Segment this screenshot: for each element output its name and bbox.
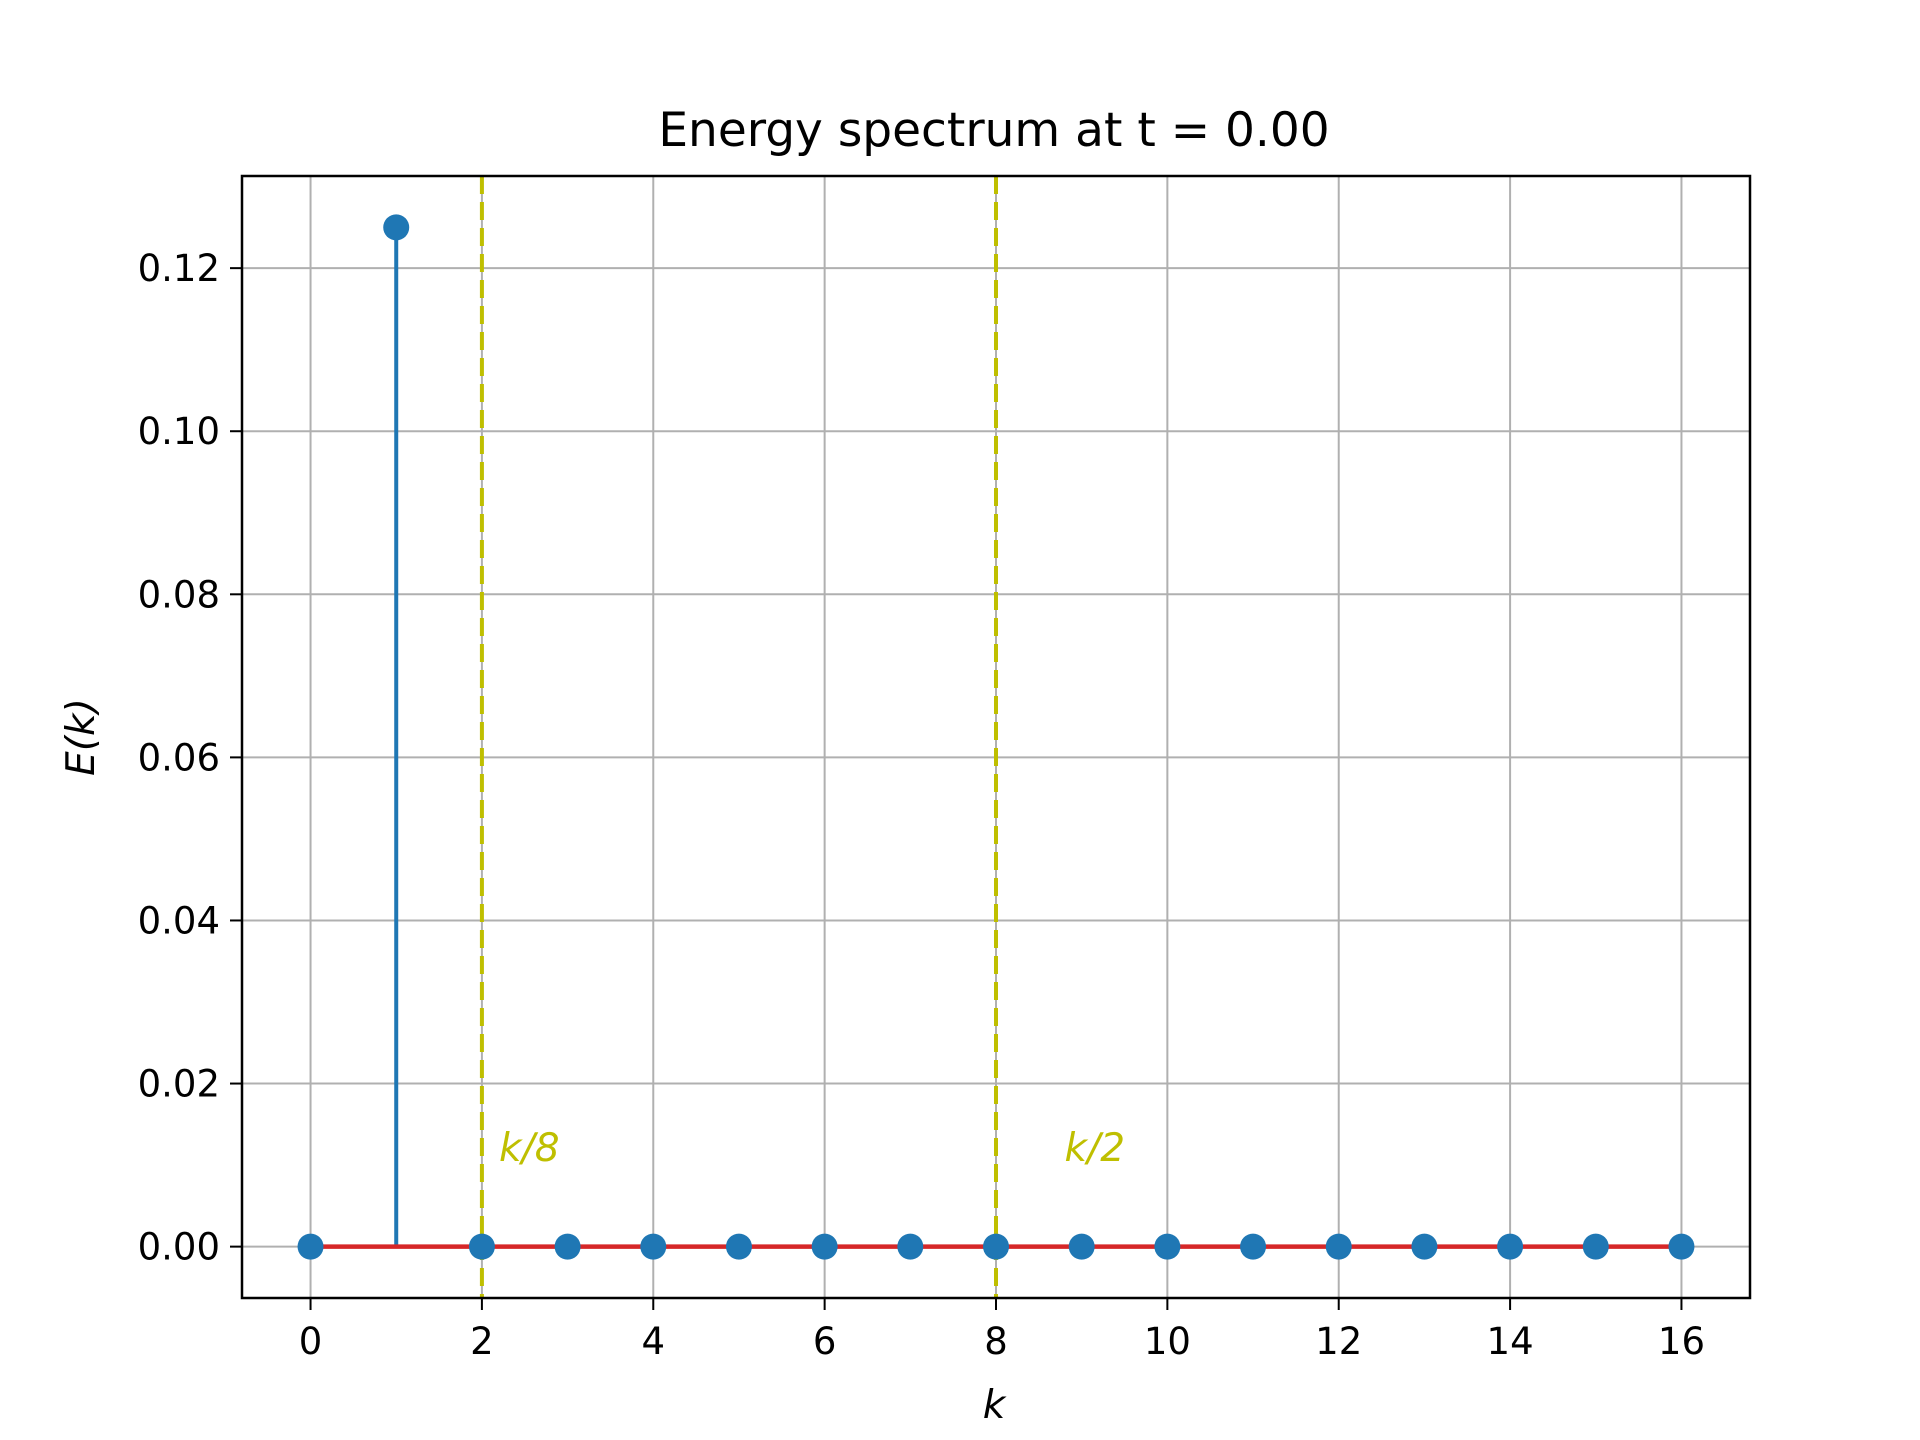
reference-line-label: k/2 <box>1065 1126 1126 1171</box>
data-point <box>1582 1233 1609 1260</box>
y-axis-label: E(k) <box>59 698 104 776</box>
y-tick-label: 0.06 <box>138 736 220 779</box>
data-point <box>1668 1233 1695 1260</box>
x-ticks: 0 2 4 6 8 10 12 14 16 <box>299 1298 1705 1363</box>
data-point <box>640 1233 667 1260</box>
x-tick-label: 2 <box>470 1320 494 1363</box>
x-axis-label: k <box>983 1383 1007 1428</box>
data-point <box>1411 1233 1438 1260</box>
data-point <box>554 1233 581 1260</box>
x-tick-label: 6 <box>813 1320 837 1363</box>
annotations: k/8 k/2 <box>499 1126 1125 1171</box>
data-point <box>383 214 410 241</box>
data-markers <box>297 214 1695 1260</box>
data-point <box>1497 1233 1524 1260</box>
data-point <box>1154 1233 1181 1260</box>
y-tick-label: 0.04 <box>138 899 220 942</box>
x-tick-label: 8 <box>984 1320 1008 1363</box>
y-tick-label: 0.02 <box>138 1063 220 1106</box>
reference-line-label: k/8 <box>499 1126 560 1171</box>
data-point <box>468 1233 495 1260</box>
y-tick-label: 0.00 <box>138 1226 220 1269</box>
x-tick-label: 0 <box>299 1320 323 1363</box>
x-tick-label: 4 <box>641 1320 665 1363</box>
data-point <box>897 1233 924 1260</box>
x-tick-label: 10 <box>1144 1320 1191 1363</box>
data-point <box>725 1233 752 1260</box>
data-point <box>811 1233 838 1260</box>
x-tick-label: 12 <box>1315 1320 1362 1363</box>
x-tick-label: 16 <box>1658 1320 1705 1363</box>
chart-title: Energy spectrum at t = 0.00 <box>658 103 1329 158</box>
y-tick-label: 0.10 <box>138 410 220 453</box>
data-point <box>297 1233 324 1260</box>
x-tick-label: 14 <box>1487 1320 1534 1363</box>
y-tick-label: 0.12 <box>138 247 220 290</box>
data-point <box>1068 1233 1095 1260</box>
y-tick-label: 0.08 <box>138 573 220 616</box>
reference-lines <box>479 176 998 1298</box>
data-point <box>1240 1233 1267 1260</box>
data-point <box>1325 1233 1352 1260</box>
data-point <box>983 1233 1009 1260</box>
y-ticks: 0.00 0.02 0.04 0.06 0.08 0.10 0.12 <box>138 247 242 1269</box>
